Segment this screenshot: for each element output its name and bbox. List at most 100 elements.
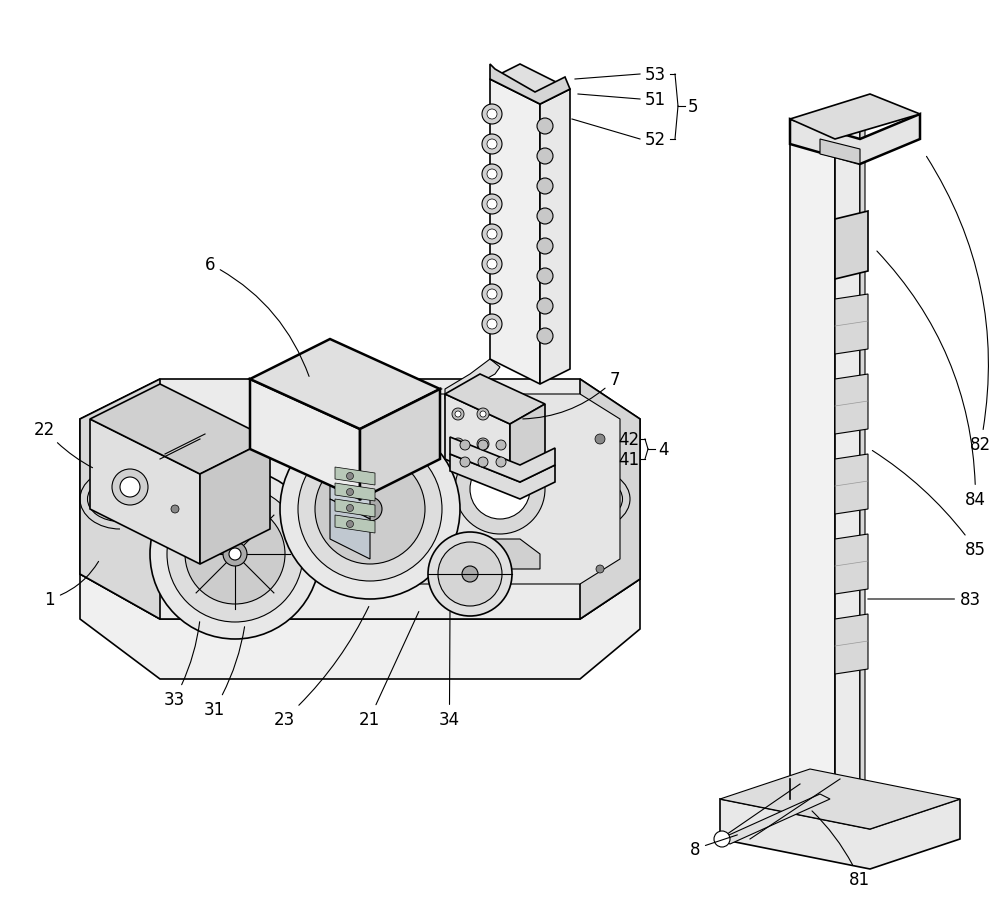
Polygon shape xyxy=(835,212,868,280)
Circle shape xyxy=(150,469,320,640)
Text: 4: 4 xyxy=(658,440,668,458)
Polygon shape xyxy=(445,394,510,490)
Polygon shape xyxy=(90,419,200,565)
Circle shape xyxy=(482,225,502,244)
Circle shape xyxy=(487,110,497,120)
Polygon shape xyxy=(250,380,360,500)
Circle shape xyxy=(482,105,502,124)
Circle shape xyxy=(487,199,497,210)
Polygon shape xyxy=(250,340,440,429)
Polygon shape xyxy=(360,390,440,500)
Polygon shape xyxy=(450,455,555,500)
Circle shape xyxy=(478,440,488,450)
Circle shape xyxy=(185,504,285,604)
Circle shape xyxy=(428,532,512,616)
Polygon shape xyxy=(490,65,570,105)
Polygon shape xyxy=(835,614,868,675)
Circle shape xyxy=(477,438,489,450)
Circle shape xyxy=(537,239,553,254)
Text: 6: 6 xyxy=(205,255,309,377)
Circle shape xyxy=(462,566,478,583)
Circle shape xyxy=(596,566,604,574)
Circle shape xyxy=(358,497,382,521)
Text: 5: 5 xyxy=(688,98,698,115)
Polygon shape xyxy=(80,380,160,620)
Circle shape xyxy=(487,260,497,270)
Polygon shape xyxy=(375,539,540,569)
Circle shape xyxy=(460,440,470,450)
Polygon shape xyxy=(335,467,375,485)
Text: 82: 82 xyxy=(926,157,991,454)
Circle shape xyxy=(482,165,502,185)
Polygon shape xyxy=(450,437,555,483)
Polygon shape xyxy=(720,799,960,869)
Circle shape xyxy=(280,419,460,599)
Circle shape xyxy=(315,455,425,565)
Text: 51: 51 xyxy=(645,91,666,109)
Polygon shape xyxy=(335,483,375,502)
Circle shape xyxy=(482,195,502,215)
Circle shape xyxy=(455,411,461,418)
Circle shape xyxy=(487,170,497,179)
Polygon shape xyxy=(335,500,375,518)
Circle shape xyxy=(347,505,354,512)
Circle shape xyxy=(487,319,497,329)
Text: 84: 84 xyxy=(877,252,986,509)
Circle shape xyxy=(714,831,730,847)
Polygon shape xyxy=(790,120,835,799)
Circle shape xyxy=(455,441,461,447)
Polygon shape xyxy=(90,384,270,474)
Text: 22: 22 xyxy=(34,420,93,468)
Text: 83: 83 xyxy=(868,590,981,608)
Circle shape xyxy=(487,230,497,240)
Circle shape xyxy=(171,505,179,513)
Circle shape xyxy=(487,290,497,299)
Text: 8: 8 xyxy=(690,835,737,858)
Polygon shape xyxy=(445,360,500,400)
Text: 42: 42 xyxy=(618,430,639,448)
Text: 23: 23 xyxy=(274,607,369,728)
Text: 53: 53 xyxy=(645,66,666,84)
Polygon shape xyxy=(445,374,545,425)
Polygon shape xyxy=(80,380,640,620)
Polygon shape xyxy=(335,515,375,533)
Circle shape xyxy=(120,477,140,497)
Circle shape xyxy=(537,299,553,315)
Text: 1: 1 xyxy=(44,562,99,608)
Circle shape xyxy=(438,542,502,606)
Polygon shape xyxy=(720,794,830,844)
Polygon shape xyxy=(835,374,868,435)
Circle shape xyxy=(478,457,488,467)
Circle shape xyxy=(496,457,506,467)
Circle shape xyxy=(229,548,241,560)
Text: 7: 7 xyxy=(523,371,620,419)
Circle shape xyxy=(298,437,442,582)
Polygon shape xyxy=(350,394,620,584)
Circle shape xyxy=(537,269,553,285)
Circle shape xyxy=(537,179,553,195)
Polygon shape xyxy=(790,115,920,165)
Circle shape xyxy=(482,254,502,275)
Polygon shape xyxy=(510,405,545,490)
Polygon shape xyxy=(200,439,270,565)
Circle shape xyxy=(223,542,247,566)
Circle shape xyxy=(487,140,497,150)
Polygon shape xyxy=(540,90,570,384)
Polygon shape xyxy=(860,123,865,784)
Polygon shape xyxy=(790,95,920,140)
Circle shape xyxy=(482,135,502,155)
Circle shape xyxy=(452,409,464,420)
Polygon shape xyxy=(820,140,860,165)
Circle shape xyxy=(537,149,553,165)
Circle shape xyxy=(496,440,506,450)
Circle shape xyxy=(480,411,486,418)
Circle shape xyxy=(482,315,502,335)
Circle shape xyxy=(347,473,354,480)
Text: 81: 81 xyxy=(812,811,870,888)
Circle shape xyxy=(595,435,605,445)
Polygon shape xyxy=(330,500,370,559)
Circle shape xyxy=(452,438,464,450)
Polygon shape xyxy=(580,380,640,620)
Circle shape xyxy=(455,445,545,534)
Circle shape xyxy=(477,409,489,420)
